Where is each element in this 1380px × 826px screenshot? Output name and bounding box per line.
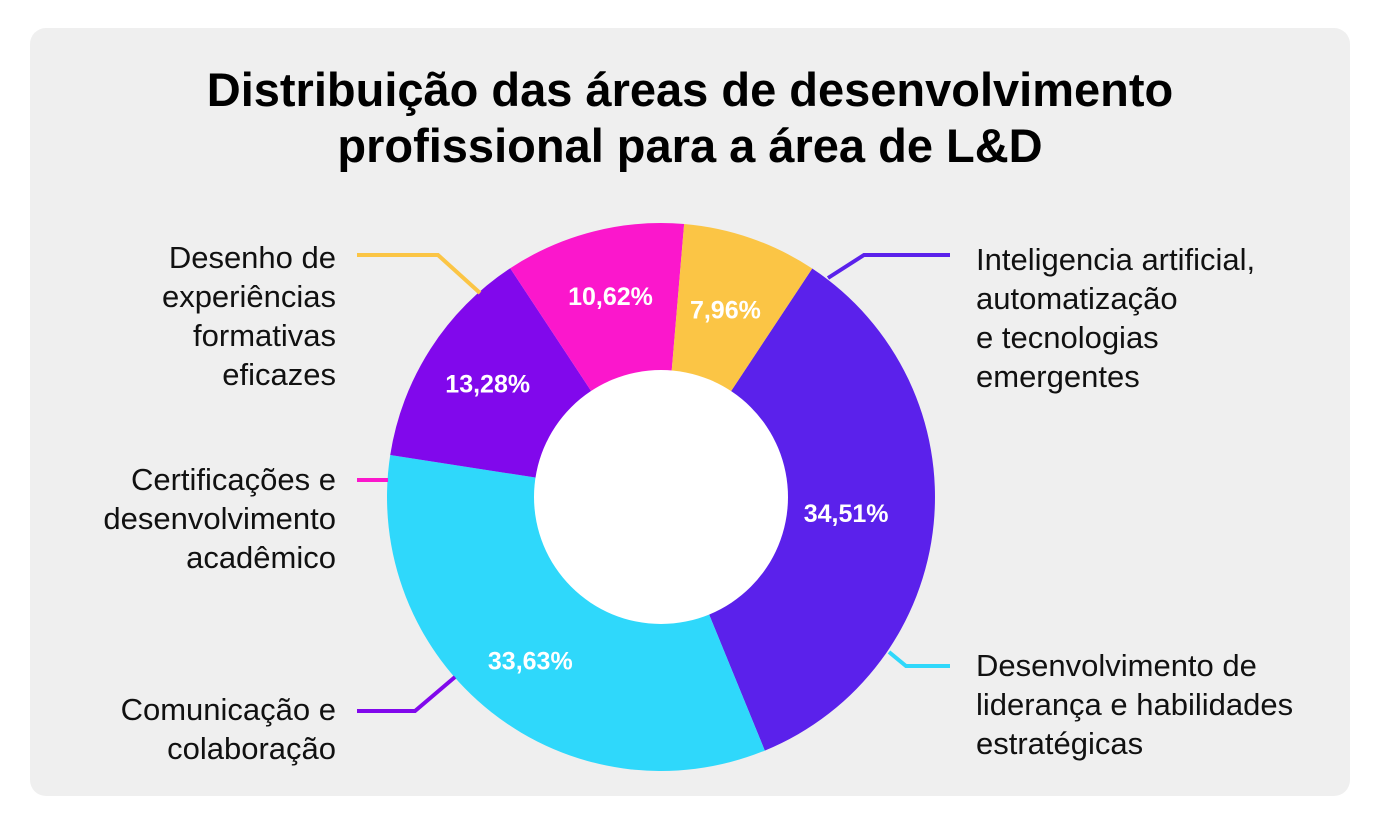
value-label-ai-automation: 34,51% <box>804 500 889 528</box>
slice-label-line: liderança e habilidades <box>976 687 1294 722</box>
slice-label-line: colaboração <box>167 731 336 766</box>
value-labels: 34,51% 33,63% 13,28% 10,62% 7,96% <box>445 283 888 675</box>
slice-label-line: Certificações e <box>130 462 336 497</box>
slice-label-line: Comunicação e <box>120 692 336 727</box>
slice-label-line: automatização <box>976 281 1178 316</box>
slice-label-certifications: Certificações e desenvolvimento acadêmic… <box>103 460 336 577</box>
callout-line-communication <box>357 675 457 713</box>
callout-lines <box>357 253 950 713</box>
chart-title-line-1: Distribuição das áreas de desenvolviment… <box>206 63 1174 116</box>
donut-hole <box>534 370 788 624</box>
donut-slice-ai-automation <box>661 268 935 751</box>
chart-title: Distribuição das áreas de desenvolviment… <box>0 62 1380 174</box>
slice-label-line: emergentes <box>976 359 1140 394</box>
slice-label-line: Desenvolvimento de <box>976 648 1257 683</box>
slice-label-line: Desenho de <box>168 240 336 275</box>
slice-label-line: acadêmico <box>186 540 336 575</box>
slice-label-line: desenvolvimento <box>103 501 336 536</box>
slice-label-line: formativas <box>193 318 336 353</box>
slice-label-line: experiências <box>161 279 336 314</box>
value-label-certifications: 10,62% <box>568 283 653 311</box>
chart-title-line-2: profissional para a área de L&D <box>337 119 1043 172</box>
slice-label-ai-automation: Inteligencia artificial, automatização e… <box>976 240 1255 396</box>
callout-line-leadership <box>887 650 950 668</box>
slice-label-communication: Comunicação e colaboração <box>121 690 336 768</box>
value-label-communication: 13,28% <box>445 370 530 398</box>
slice-label-line: eficazes <box>222 357 336 392</box>
slice-label-line: estratégicas <box>976 726 1144 761</box>
value-label-leadership: 33,63% <box>488 647 573 675</box>
slice-label-leadership: Desenvolvimento de liderança e habilidad… <box>976 646 1293 763</box>
slice-label-line: Inteligencia artificial, <box>976 242 1256 277</box>
slice-label-learning-design: Desenho de experiências formativas efica… <box>162 238 336 394</box>
callout-line-learning-design <box>357 253 482 295</box>
callout-line-ai-automation <box>826 253 950 280</box>
slice-label-line: e tecnologias <box>976 320 1159 355</box>
value-label-learning-design: 7,96% <box>690 297 761 325</box>
